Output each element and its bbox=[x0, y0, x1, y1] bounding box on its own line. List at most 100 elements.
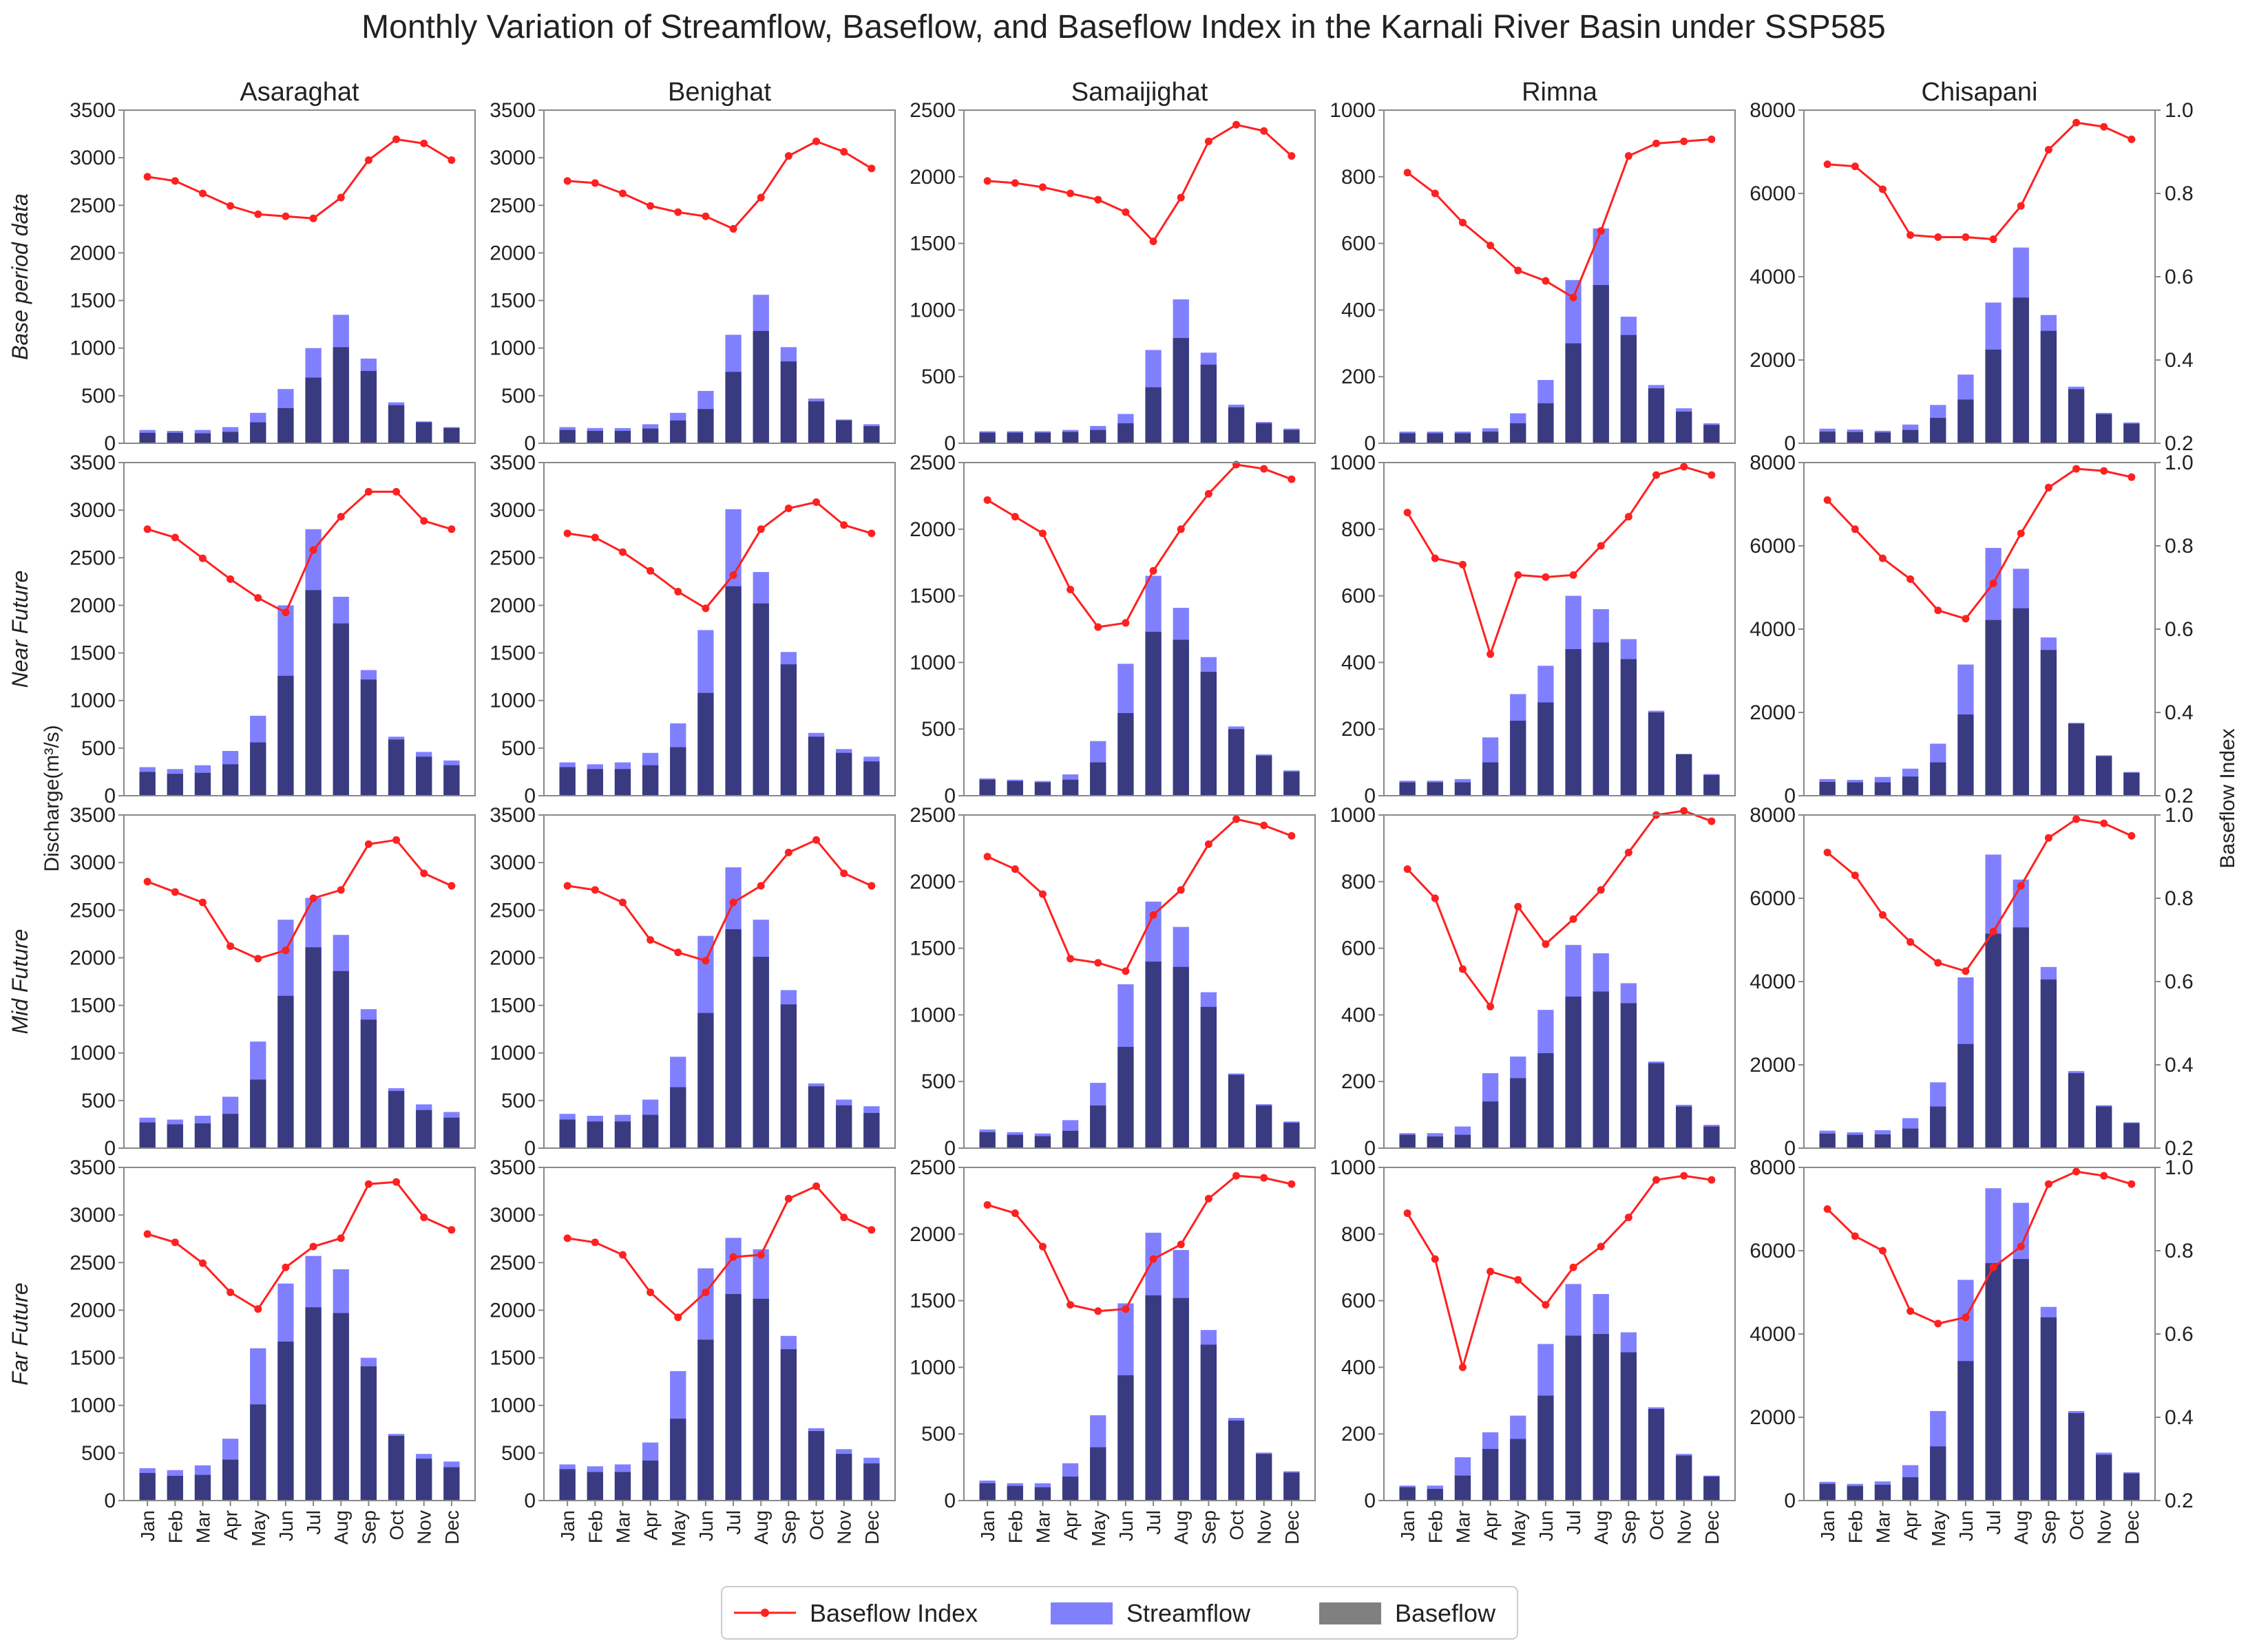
bfi-point-feb bbox=[171, 533, 179, 542]
baseflow-bar-sep bbox=[1200, 1344, 1217, 1501]
bfi-point-dec bbox=[2128, 473, 2136, 481]
bfi-point-jan bbox=[1823, 848, 1831, 856]
bfi-point-jan bbox=[143, 878, 151, 886]
baseflow-bar-aug bbox=[753, 1298, 769, 1501]
baseflow-bar-feb bbox=[587, 1121, 603, 1148]
baseflow-bar-sep bbox=[780, 1349, 797, 1501]
legend-frame bbox=[721, 1586, 1518, 1640]
baseflow-bar-apr bbox=[1482, 762, 1499, 796]
bfi-point-mar bbox=[618, 1251, 627, 1259]
bfi-point-may bbox=[1934, 1320, 1942, 1328]
bfi-point-feb bbox=[1011, 179, 1019, 187]
bfi-line bbox=[1406, 1174, 1712, 1372]
baseflow-bar-aug bbox=[1593, 991, 1609, 1148]
month-label-jan: Jan bbox=[977, 1510, 998, 1541]
y-tick-label: 1000 bbox=[1330, 99, 1376, 122]
bfi-point-jan bbox=[563, 177, 571, 185]
month-label-feb: Feb bbox=[585, 1510, 606, 1543]
y-tick-label: 3000 bbox=[70, 1204, 116, 1227]
y-tick-label: 4000 bbox=[1750, 618, 1796, 641]
bfi-point-dec bbox=[448, 525, 456, 533]
bfi-point-jan bbox=[1823, 1205, 1831, 1213]
baseflow-bar-apr bbox=[1902, 1477, 1919, 1501]
month-label-jun: Jun bbox=[275, 1510, 297, 1541]
baseflow-bar-dec bbox=[1283, 1472, 1300, 1501]
bfi-point-oct bbox=[1652, 471, 1661, 479]
bfi-line bbox=[987, 123, 1292, 244]
bfi-point-jun bbox=[1962, 615, 1970, 623]
y-tick-label: 2000 bbox=[70, 1299, 116, 1322]
bfi-point-apr bbox=[1906, 231, 1915, 239]
baseflow-bar-apr bbox=[222, 1459, 239, 1501]
bfi-line bbox=[567, 500, 872, 610]
bfi-point-aug bbox=[757, 1251, 765, 1259]
baseflow-bar-sep bbox=[780, 1004, 797, 1148]
bfi-point-dec bbox=[1288, 152, 1296, 160]
baseflow-bar-aug bbox=[1173, 1298, 1189, 1501]
bfi-point-mar bbox=[1038, 529, 1047, 538]
bfi-point-feb bbox=[1431, 189, 1439, 198]
bfi-point-apr bbox=[1906, 1307, 1915, 1315]
baseflow-bar-nov bbox=[1256, 1105, 1272, 1148]
bfi-point-nov bbox=[1680, 463, 1688, 471]
bfi-point-apr bbox=[1067, 955, 1075, 963]
bfi-point-jul bbox=[309, 1242, 317, 1251]
baseflow-bar-jul bbox=[1985, 349, 2002, 443]
y-tick-label: 0 bbox=[944, 1490, 956, 1512]
bfi-point-mar bbox=[618, 548, 627, 556]
baseflow-bar-aug bbox=[333, 623, 349, 796]
bfi-point-sep bbox=[1624, 513, 1632, 521]
baseflow-bar-aug bbox=[753, 603, 769, 796]
y-tick-label: 600 bbox=[1341, 938, 1376, 960]
bfi-point-sep bbox=[364, 840, 372, 848]
panel-frame bbox=[123, 109, 476, 444]
baseflow-bar-jan bbox=[1819, 1483, 1836, 1501]
bfi-point-jun bbox=[282, 608, 290, 617]
baseflow-bar-jan bbox=[559, 767, 576, 796]
bfi-point-oct bbox=[1232, 1172, 1241, 1180]
bfi-point-apr bbox=[1487, 242, 1495, 250]
y-axis-label: Discharge(m³/s) bbox=[41, 725, 63, 871]
bfi-point-sep bbox=[784, 505, 792, 513]
baseflow-bar-sep bbox=[360, 370, 377, 443]
bfi-point-jul bbox=[309, 214, 317, 222]
y-tick-label: 2500 bbox=[70, 194, 116, 217]
bfi-point-aug bbox=[337, 886, 345, 894]
bfi-point-jun bbox=[1542, 1301, 1550, 1309]
panel-grid: Asaraghat Benighat Samaijighat Rimna Chisapa… bbox=[8, 78, 2194, 1547]
y-tick-label: 200 bbox=[1341, 1423, 1376, 1446]
baseflow-bar-jun bbox=[1117, 423, 1134, 443]
bfi-point-jan bbox=[563, 882, 571, 890]
baseflow-bar-jun bbox=[1957, 714, 1974, 796]
y-tick-label: 0 bbox=[524, 1137, 536, 1160]
bfi-line bbox=[1827, 1170, 2132, 1325]
baseflow-bar-jan bbox=[1819, 1133, 1836, 1148]
baseflow-bar-jun bbox=[1537, 1395, 1554, 1501]
baseflow-bar-nov bbox=[836, 1105, 852, 1148]
month-label-jan: Jan bbox=[137, 1510, 158, 1541]
bfi-point-feb bbox=[1851, 162, 1859, 171]
bfi-line bbox=[987, 818, 1292, 973]
baseflow-bar-dec bbox=[1283, 1123, 1300, 1148]
panel-frame bbox=[543, 109, 896, 444]
bfi-point-jul bbox=[1569, 293, 1577, 301]
month-label-feb: Feb bbox=[165, 1510, 186, 1543]
bfi-point-jun bbox=[282, 946, 290, 955]
baseflow-bar-feb bbox=[587, 1472, 603, 1501]
bfi-point-nov bbox=[1260, 1174, 1268, 1182]
bfi-point-jul bbox=[729, 224, 737, 233]
month-label-nov: Nov bbox=[2094, 1510, 2115, 1545]
y-tick-label: 2500 bbox=[70, 547, 116, 569]
y-tick-label: 0 bbox=[1364, 785, 1376, 807]
panel-benighat-3: 0 500 1000 1500 2000 2500 3000 3500 Jan Feb Mar Apr… bbox=[490, 1156, 896, 1547]
baseflow-bar-jul bbox=[1985, 933, 2002, 1148]
bfi-point-jul bbox=[1989, 927, 1997, 935]
baseflow-bar-nov bbox=[416, 422, 432, 443]
month-label-oct: Oct bbox=[1226, 1510, 1248, 1540]
bfi-point-apr bbox=[1487, 650, 1495, 658]
baseflow-bar-may bbox=[1510, 1439, 1526, 1501]
baseflow-bar-dec bbox=[1703, 774, 1720, 796]
baseflow-bar-nov bbox=[1676, 1106, 1692, 1148]
legend-bfi-label: Baseflow Index bbox=[810, 1599, 978, 1627]
baseflow-bar-jul bbox=[1145, 631, 1162, 796]
